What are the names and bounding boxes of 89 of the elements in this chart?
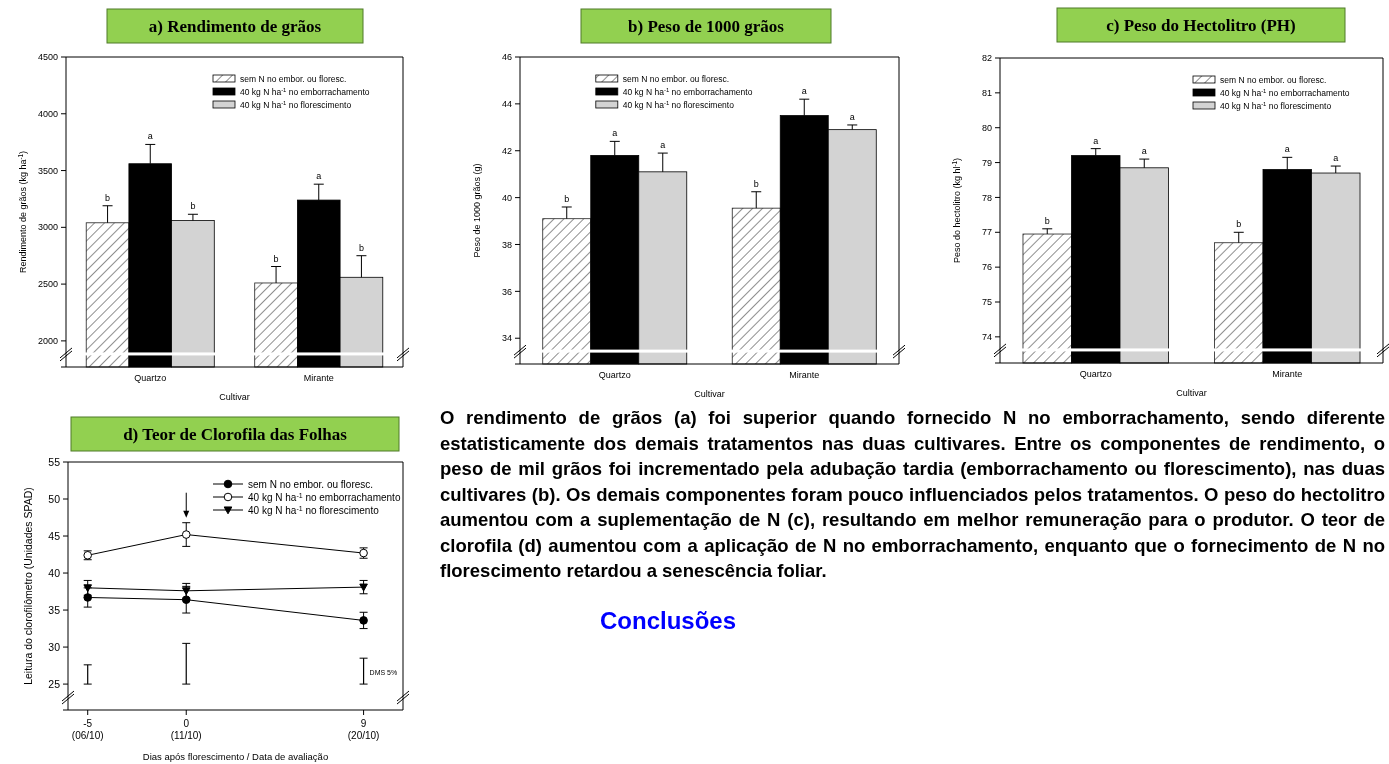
legend-label: sem N no embor. ou floresc. xyxy=(240,73,347,84)
point xyxy=(181,595,191,604)
data-label: a xyxy=(1284,144,1290,155)
point xyxy=(181,530,191,539)
y-tick-label: 35 xyxy=(48,603,61,616)
legend-label: 40 kg N ha$^{-1}$ no florescimento xyxy=(240,99,352,110)
point xyxy=(359,583,368,592)
data-label: b xyxy=(564,193,570,204)
y-tick-label: 40 xyxy=(501,192,512,203)
data-label: a xyxy=(316,171,322,182)
y-tick-label: 4500 xyxy=(37,52,58,63)
data-label: a xyxy=(612,128,618,139)
y-tick-label: 3000 xyxy=(37,222,58,233)
legend-label: 40 kg N ha$^{-1}$ no florescimento xyxy=(1220,100,1332,111)
data-label: a xyxy=(849,111,855,122)
x-tick-label: Mirante xyxy=(303,373,334,383)
y-axis-title: Leitura do clorofilômetro (Unidades SPAD) xyxy=(22,487,34,685)
y-tick-label: 38 xyxy=(501,239,512,250)
legend-label: sem N no embor. ou floresc. xyxy=(1220,74,1327,85)
y-tick-label: 55 xyxy=(48,455,61,468)
legend-label: 40 kg N ha$^{-1}$ no emborrachamento xyxy=(240,86,370,97)
data-label: b xyxy=(273,253,279,264)
data-label: a xyxy=(1333,153,1339,164)
y-axis-title: Peso de 1000 grãos (g) xyxy=(472,163,482,258)
legend-label: 40 kg N ha$^{-1}$ no emborrachamento xyxy=(622,86,753,97)
data-label: b xyxy=(1236,219,1242,230)
x-tick-label: 9 xyxy=(360,718,367,729)
legend-label: 40 kg N ha$^{-1}$ no florescimento xyxy=(622,99,735,110)
y-tick-label: 25 xyxy=(48,677,61,690)
text: (20/10) xyxy=(347,730,380,741)
y-tick-label: 3500 xyxy=(37,165,58,176)
y-tick-label: 81 xyxy=(981,88,992,99)
y-tick-label: 76 xyxy=(981,262,992,273)
y-tick-label: 80 xyxy=(981,122,992,133)
text: (11/10) xyxy=(170,730,202,741)
data-label: a xyxy=(1141,146,1147,157)
chart-title: a) Rendimento de grãos xyxy=(148,17,322,36)
y-tick-label: 30 xyxy=(48,640,61,653)
y-tick-label: 82 xyxy=(981,53,992,64)
x-axis-title: Cultivar xyxy=(1176,388,1207,398)
x-tick-label: -5 xyxy=(83,718,93,729)
y-tick-label: 79 xyxy=(981,157,992,168)
legend-label: 40 kg N ha$^{-1}$ no emborrachamento xyxy=(248,491,401,503)
data-label: a xyxy=(801,86,807,97)
data-label: a xyxy=(660,140,666,151)
point xyxy=(359,616,368,625)
legend-label: 40 kg N ha$^{-1}$ no emborrachamento xyxy=(1220,87,1350,98)
y-tick-label: 78 xyxy=(981,192,992,203)
data-label: a xyxy=(147,131,153,142)
x-axis-title: Cultivar xyxy=(219,392,250,402)
y-tick-label: 74 xyxy=(981,332,992,343)
data-label: a xyxy=(1093,135,1099,146)
y-tick-label: 40 xyxy=(48,566,61,579)
data-label: b xyxy=(358,242,364,253)
y-tick-label: 4000 xyxy=(37,108,58,119)
y-tick-label: 45 xyxy=(48,529,61,542)
legend-label: sem N no embor. ou floresc. xyxy=(248,478,374,490)
y-tick-label: 50 xyxy=(48,492,61,505)
y-tick-label: 36 xyxy=(501,286,512,297)
text: O rendimento de grãos (a) foi superior quando fornecido N no emborrachamento, sendo diferente estatisticamente dos demais tratamentos nas duas cultivares. Entre os componentes de rendimento, o peso de mil grãos foi incrementado pela adubação tardia (emborrachamento ou florescimento), nas duas cultivares (b). Os demais componentes foram pouco influenciados pelos tratamentos. O peso do hectolitro aumentou com a suplementação de N (c), resultando em melhor remuneração para o produtor. O teor de clorofila (d) aumentou com a aplicação de N no emborrachamento, enquanto que o fornecimento de N no florescimento retardou a senescência foliar. xyxy=(440,406,1385,583)
x-tick-label: Mirante xyxy=(1272,369,1303,379)
y-tick-label: 2500 xyxy=(37,279,58,290)
chart-title: c) Peso do Hectolitro (PH) xyxy=(1106,16,1296,35)
text: (06/10) xyxy=(71,730,104,741)
data-label: b xyxy=(753,178,759,189)
y-tick-label: 75 xyxy=(981,297,992,308)
legend-label: sem N no embor. ou floresc. xyxy=(622,73,730,84)
data-label: b xyxy=(1044,215,1050,226)
x-tick-label: Quartzo xyxy=(598,370,631,380)
y-tick-label: 2000 xyxy=(37,336,58,347)
y-tick-label: 34 xyxy=(501,333,512,344)
x-tick-label: Mirante xyxy=(789,370,820,380)
data-label: b xyxy=(105,192,111,203)
x-axis-title: Dias após florescimento / Data de avaliação xyxy=(142,751,329,762)
chart-title: b) Peso de 1000 grãos xyxy=(628,17,785,36)
x-tick-label: 0 xyxy=(183,718,190,729)
x-axis-title: Cultivar xyxy=(694,389,725,399)
y-tick-label: 77 xyxy=(981,227,992,238)
x-tick-label: Quartzo xyxy=(1079,369,1112,379)
y-tick-label: 44 xyxy=(501,99,512,110)
y-tick-label: 46 xyxy=(501,52,512,63)
x-tick-label: Quartzo xyxy=(134,373,167,383)
point xyxy=(83,593,93,602)
data-label: b xyxy=(190,201,196,212)
legend-label: 40 kg N ha$^{-1}$ no florescimento xyxy=(248,504,380,516)
point xyxy=(83,584,93,593)
text: Conclusões xyxy=(600,606,738,634)
chart-title: d) Teor de Clorofila das Folhas xyxy=(123,425,348,444)
y-tick-label: 42 xyxy=(501,145,512,156)
